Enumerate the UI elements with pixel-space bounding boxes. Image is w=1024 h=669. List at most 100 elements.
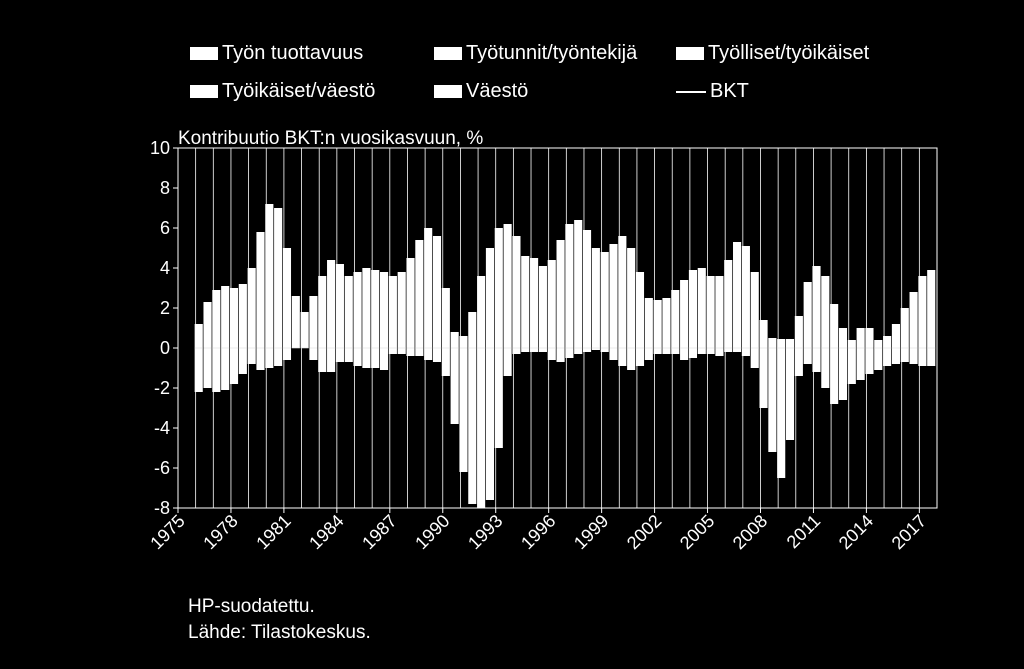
y-tick-label: 10	[150, 138, 170, 158]
bar-segment	[600, 252, 609, 352]
source-note: Lähde: Tilastokeskus.	[188, 622, 371, 643]
bar-segment	[221, 286, 230, 390]
bar-segment	[291, 296, 300, 348]
bar-segment	[741, 246, 750, 356]
bar-segment	[768, 338, 777, 452]
bar-segment	[300, 312, 309, 348]
bar-segment	[785, 339, 795, 440]
bar-segment	[468, 312, 477, 504]
y-tick-label: -8	[154, 498, 170, 518]
legend-label: Työn tuottavuus	[222, 42, 364, 64]
bar-segment	[750, 272, 759, 368]
bar-segment	[830, 304, 839, 404]
bar-segment	[512, 236, 521, 354]
bar-segment	[671, 290, 680, 354]
legend-swatch	[434, 47, 462, 60]
bar-segment	[238, 284, 247, 374]
bar-segment	[441, 288, 450, 376]
y-tick-label: -2	[154, 378, 170, 398]
bar-segment	[688, 270, 698, 358]
y-tick-label: 0	[160, 338, 170, 358]
bar-segment	[777, 339, 786, 478]
bar-segment	[274, 208, 283, 366]
bar-segment	[503, 224, 512, 376]
bar-segment	[821, 276, 830, 388]
y-tick-label: -6	[154, 458, 170, 478]
x-tick-label: 2011	[783, 511, 825, 553]
stacked-bars	[194, 204, 936, 508]
bar-segment	[432, 236, 442, 362]
bar-segment	[265, 204, 274, 368]
x-tick-label: 2002	[623, 511, 665, 553]
legend-swatch	[190, 47, 218, 60]
legend-swatch	[190, 85, 218, 98]
bar-segment	[856, 328, 865, 380]
bar-segment	[724, 260, 733, 352]
legend-label: Työlliset/työikäiset	[708, 42, 870, 64]
bar-segment	[918, 276, 927, 366]
bar-segment	[212, 290, 221, 392]
bar-segment	[547, 260, 556, 360]
bar-segment	[662, 298, 671, 354]
x-tick-label: 2014	[835, 511, 877, 553]
legend-item-6: BKT	[676, 80, 749, 103]
bar-segment	[344, 276, 353, 362]
bar-segment	[883, 336, 892, 366]
bar-segment	[812, 266, 821, 372]
bar-segment	[909, 292, 918, 364]
x-tick-label: 1978	[199, 511, 241, 553]
bar-segment	[927, 270, 936, 366]
bar-segment	[203, 302, 212, 388]
bar-segment	[847, 340, 856, 384]
bar-segment	[494, 228, 503, 448]
bar-segment	[556, 240, 565, 362]
x-tick-label: 1975	[146, 511, 188, 553]
bar-segment	[415, 240, 424, 356]
bar-segment	[521, 256, 530, 352]
x-tick-label: 1996	[517, 511, 559, 553]
bar-segment	[459, 336, 468, 472]
x-tick-label: 1987	[358, 511, 400, 553]
bar-segment	[733, 242, 742, 352]
legend-item-2: Työtunnit/työntekijä	[434, 42, 637, 65]
x-tick-label: 2005	[676, 511, 718, 553]
x-tick-label: 1984	[305, 511, 347, 553]
x-tick-label: 1990	[411, 511, 453, 553]
bar-segment	[627, 248, 636, 370]
bar-segment	[565, 224, 574, 358]
bar-segment	[282, 248, 292, 360]
bar-segment	[388, 276, 397, 354]
bar-segment	[485, 248, 495, 500]
y-tick-label: 2	[160, 298, 170, 318]
x-tick-label: 2008	[729, 511, 771, 553]
legend-label: BKT	[710, 80, 749, 102]
legend-label: Työikäiset/väestö	[222, 80, 376, 102]
bar-segment	[759, 320, 768, 408]
bar-segment	[891, 324, 900, 364]
x-axis: 1975 1978 1981 1984 1987 1990 1993 1996 1999 2002…	[146, 508, 930, 553]
legend-label: Työtunnit/työntekijä	[466, 42, 638, 64]
bar-segment	[450, 332, 459, 424]
legend-label: Väestö	[466, 80, 529, 102]
legend-line	[676, 90, 706, 93]
bar-segment	[229, 288, 239, 384]
bar-segment	[538, 266, 547, 352]
bar-segment	[247, 268, 256, 364]
bar-segment	[371, 270, 380, 368]
bar-segment	[362, 268, 371, 368]
bar-segment	[424, 228, 433, 360]
bar-segment	[309, 296, 318, 360]
bar-segment	[644, 298, 653, 360]
bar-segment	[697, 268, 706, 354]
bar-segment	[574, 220, 583, 354]
legend-item-1: Työn tuottavuus	[190, 42, 363, 65]
legend-item-5: Väestö	[434, 80, 528, 103]
y-axis-title: Kontribuutio BKT:n vuosikasvuun, %	[178, 128, 484, 149]
bar-segment	[582, 230, 592, 352]
bar-segment	[591, 248, 600, 350]
bar-segment	[379, 272, 389, 370]
bar-segment	[900, 308, 909, 362]
bar-segment	[194, 324, 203, 392]
legend-swatch	[434, 85, 462, 98]
